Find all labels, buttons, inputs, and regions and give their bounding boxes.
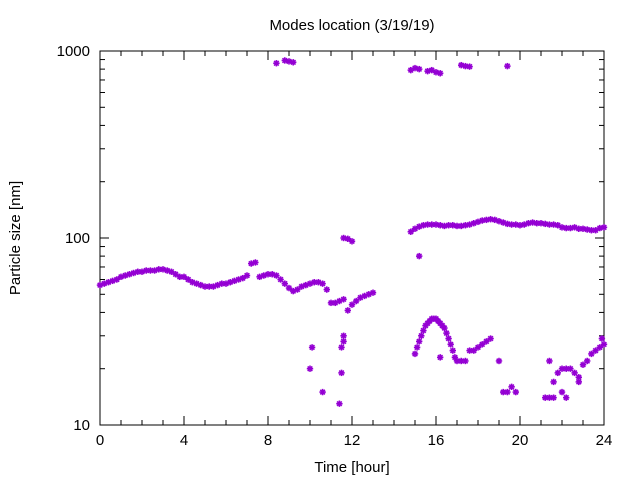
data-point — [447, 341, 454, 348]
data-point — [172, 271, 179, 278]
data-point — [185, 276, 192, 283]
data-point — [180, 273, 188, 281]
data-point — [281, 280, 288, 287]
data-point — [462, 357, 469, 365]
data-point — [319, 280, 326, 287]
y-tick-label: 1000 — [57, 43, 90, 60]
y-tick-label: 10 — [73, 417, 90, 434]
data-point — [340, 332, 347, 339]
data-point — [437, 354, 444, 361]
axis-ticks: 0 4 8 12 16 20 24 10 100 1000 — [57, 43, 613, 449]
data-point — [466, 63, 473, 70]
data-point — [596, 344, 603, 351]
x-tick-label: 4 — [180, 432, 188, 449]
data-point — [445, 335, 452, 342]
data-point — [273, 60, 280, 67]
data-point — [474, 344, 482, 351]
data-point — [575, 378, 582, 386]
data-point — [413, 344, 421, 351]
data-point — [416, 338, 423, 345]
data-point — [416, 252, 423, 260]
data-point — [600, 224, 608, 231]
data-point — [338, 344, 345, 351]
data-point — [338, 369, 345, 377]
x-tick-label: 24 — [596, 432, 613, 449]
data-point — [340, 296, 347, 303]
data-point — [443, 329, 450, 337]
data-point — [113, 276, 120, 283]
x-tick-label: 16 — [428, 432, 445, 449]
data-point — [495, 357, 503, 365]
data-point — [416, 65, 423, 73]
data-point — [558, 388, 566, 396]
data-point — [504, 388, 511, 396]
data-point — [571, 369, 578, 377]
x-axis-label: Time [hour] — [314, 459, 389, 476]
data-point — [273, 272, 280, 279]
data-point — [479, 217, 486, 224]
data-point — [344, 235, 351, 243]
data-point — [243, 272, 251, 279]
data-point — [418, 332, 425, 339]
data-point — [598, 335, 606, 342]
data-point — [600, 341, 608, 348]
data-point — [348, 301, 356, 308]
y-tick-label: 100 — [65, 230, 90, 247]
data-point — [529, 219, 536, 226]
data-points — [96, 57, 608, 407]
data-point — [239, 274, 246, 282]
data-point — [411, 350, 419, 358]
x-tick-label: 20 — [512, 432, 529, 449]
data-point — [487, 335, 494, 342]
x-tick-label: 12 — [344, 432, 361, 449]
data-point — [277, 276, 284, 283]
data-point — [336, 297, 343, 305]
data-point — [340, 338, 347, 345]
data-point — [554, 369, 561, 377]
data-point — [458, 222, 465, 230]
data-point — [550, 394, 557, 401]
data-point — [432, 221, 440, 228]
data-point — [449, 347, 456, 354]
x-tick-label: 8 — [264, 432, 272, 449]
data-point — [285, 284, 293, 292]
data-point — [319, 388, 326, 396]
data-point — [550, 378, 557, 386]
data-point — [407, 228, 414, 235]
plot-frame — [99, 50, 605, 426]
chart-title: Modes location (3/19/19) — [269, 17, 434, 34]
data-point — [567, 365, 574, 372]
data-point — [336, 400, 343, 407]
data-point — [441, 324, 448, 332]
data-point — [584, 357, 591, 365]
data-point — [546, 357, 553, 365]
data-point — [420, 327, 427, 334]
data-point — [437, 70, 444, 77]
data-point — [516, 222, 524, 229]
data-point — [512, 388, 519, 396]
data-point — [308, 344, 316, 351]
data-point — [563, 394, 570, 401]
data-point — [323, 286, 330, 293]
data-point — [479, 341, 486, 348]
data-point — [294, 286, 301, 293]
data-point — [579, 361, 587, 368]
x-tick-label: 0 — [96, 432, 104, 449]
data-point — [575, 374, 582, 381]
data-point — [483, 338, 490, 345]
data-point — [348, 238, 356, 245]
data-point — [168, 268, 175, 275]
data-point — [306, 365, 314, 372]
data-point — [508, 383, 515, 391]
data-point — [290, 59, 297, 66]
data-point — [504, 62, 511, 70]
data-point — [344, 307, 351, 314]
y-axis-label: Particle size [nm] — [7, 181, 24, 295]
data-point — [252, 259, 259, 266]
data-point — [369, 289, 377, 296]
